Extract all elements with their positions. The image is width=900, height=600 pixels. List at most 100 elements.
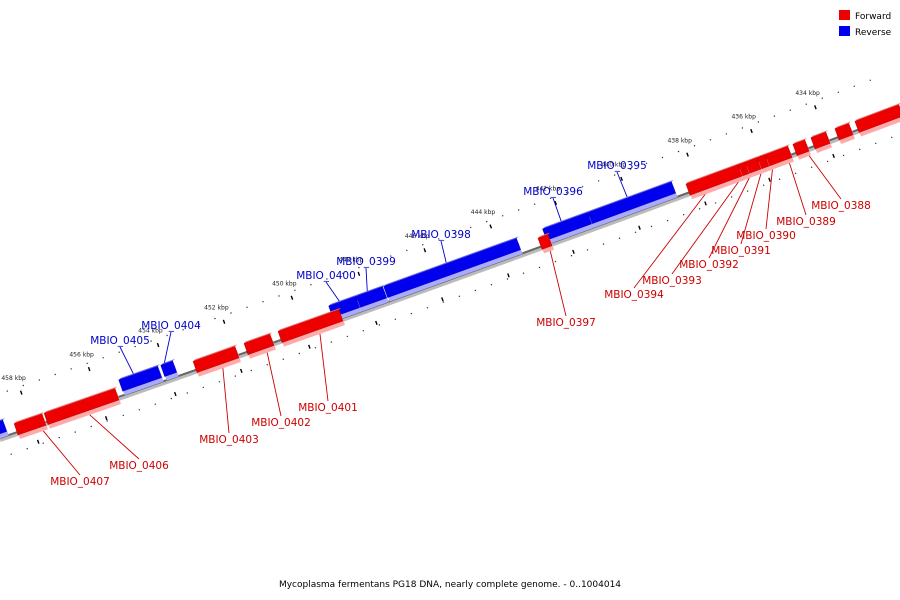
tick-label: 454 kbp	[138, 328, 163, 335]
scale-dot	[486, 220, 488, 223]
scale-dot	[602, 243, 605, 245]
scale-dot	[422, 244, 424, 246]
gene-mbio_0397	[537, 232, 555, 254]
partial-gene-feature	[834, 121, 856, 145]
leader-line	[740, 170, 763, 245]
tick-mark	[308, 344, 311, 349]
scale-dot	[470, 226, 472, 229]
tick-mark	[686, 152, 689, 157]
scale-dot	[74, 431, 76, 433]
scale-dot	[246, 306, 248, 308]
gene-mbio_0402	[243, 332, 277, 359]
scale-dot	[645, 162, 648, 164]
gene-mbio_0390	[763, 144, 795, 171]
gene-label-mbio_0406: MBIO_0406	[109, 460, 169, 472]
scale-dot	[454, 232, 456, 234]
scale-dot	[757, 121, 760, 123]
scale-dot	[282, 358, 284, 360]
scale-dot	[741, 127, 744, 129]
scale-dot	[374, 261, 376, 263]
gene-label-mbio_0402: MBIO_0402	[251, 417, 311, 429]
scale-dot	[186, 392, 188, 394]
tick-mark	[173, 391, 177, 397]
tick-mark	[290, 295, 294, 300]
scale-dot	[38, 379, 40, 381]
tick-mark	[239, 368, 243, 373]
gene-mbio_0405	[118, 364, 164, 396]
scale-dot	[410, 312, 413, 315]
scale-dot	[794, 172, 797, 174]
scale-dot	[250, 369, 252, 372]
gene-label-mbio_0394: MBIO_0394	[604, 289, 664, 301]
scale-dot	[698, 208, 701, 210]
scale-dot	[170, 397, 172, 400]
inner-tick-dots	[10, 136, 893, 455]
tick-mark	[814, 105, 817, 110]
scale-dot	[597, 180, 600, 182]
tick-mark	[222, 319, 226, 324]
gene-mbio_0394	[685, 162, 745, 200]
scale-dot	[122, 414, 125, 417]
scale-dot	[458, 295, 461, 297]
gene-label-mbio_0389: MBIO_0389	[776, 216, 836, 228]
partial-gene-feature	[0, 418, 9, 439]
tick-mark	[156, 342, 160, 348]
leader-line	[765, 166, 774, 230]
tick-mark	[36, 439, 40, 444]
scale-dot	[474, 289, 477, 292]
leader-line	[440, 240, 447, 263]
leader-line	[708, 174, 752, 259]
scale-dot	[150, 340, 152, 342]
leader-line	[552, 197, 562, 222]
leader-line	[319, 331, 329, 402]
scale-dot	[262, 301, 264, 303]
tick-mark	[87, 366, 91, 372]
scale-dot	[106, 420, 108, 422]
scale-dot	[826, 160, 829, 163]
tick-label: 446 kbp	[405, 233, 430, 240]
gene-label-mbio_0393: MBIO_0393	[642, 275, 702, 287]
leader-line	[163, 331, 172, 363]
tick-label: 444 kbp	[471, 209, 496, 216]
scale-dot	[538, 266, 541, 269]
tick-mark	[423, 248, 427, 253]
gene-labels: MBIO_0388 MBIO_0389 MBIO_0390 MBIO_0391 MBIO…	[50, 160, 871, 488]
scale-dot	[778, 178, 781, 180]
scale-dot	[618, 237, 621, 239]
scale-dot	[234, 375, 236, 377]
leader-line	[41, 428, 81, 476]
tick-label: 438 kbp	[667, 137, 692, 144]
scale-dot	[294, 289, 296, 291]
scale-dot	[853, 85, 855, 88]
scale-dot	[230, 312, 232, 314]
leader-line	[266, 350, 282, 417]
gene-mbio_0389	[810, 130, 833, 153]
scale-dot	[310, 284, 312, 286]
gene-mbio_0401	[277, 307, 346, 347]
gene-label-mbio_0399: MBIO_0399	[336, 256, 396, 268]
legend-reverse-label: Reverse	[855, 28, 892, 38]
legend-forward-label: Forward	[855, 12, 891, 22]
scale-dot	[6, 390, 8, 392]
scale-dot	[842, 154, 845, 157]
gene-label-mbio_0388: MBIO_0388	[811, 200, 871, 212]
scale-dot	[330, 341, 333, 343]
leader-line	[633, 190, 709, 289]
scale-dot	[54, 373, 56, 376]
scale-dot	[214, 317, 216, 320]
tick-mark	[357, 271, 361, 277]
scale-dot	[773, 115, 776, 117]
label-leader-lines	[41, 153, 842, 476]
scale-dot	[342, 272, 344, 274]
scale-dot	[570, 255, 573, 257]
scale-dot	[90, 425, 92, 428]
tick-mark	[441, 297, 444, 302]
tick-mark	[104, 416, 108, 421]
leader-line	[87, 412, 140, 460]
scale-dot	[650, 225, 653, 228]
scale-dot	[805, 103, 807, 105]
scale-dot	[438, 238, 440, 240]
scale-dot	[378, 324, 381, 326]
gene-label-mbio_0401: MBIO_0401	[298, 402, 358, 414]
scale-dot	[789, 109, 791, 111]
